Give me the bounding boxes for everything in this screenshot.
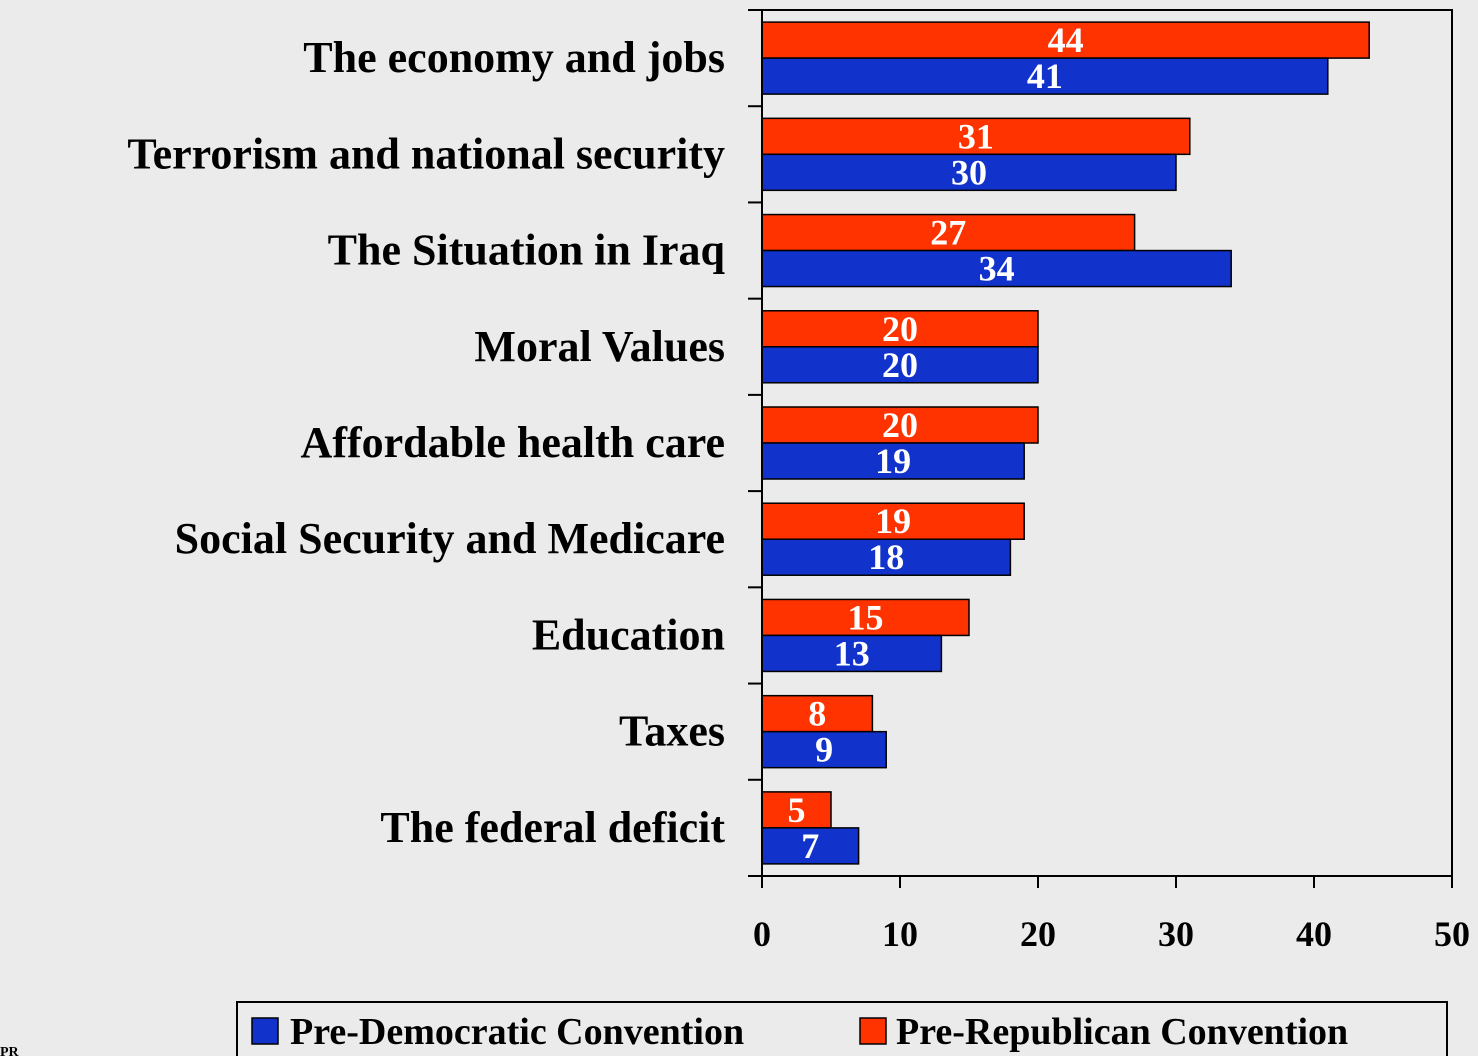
legend-entry-label: Pre-Democratic Convention xyxy=(290,1011,744,1053)
category-label: Moral Values xyxy=(474,322,725,371)
bar-value-label: 9 xyxy=(815,730,833,770)
category-label: Education xyxy=(532,610,725,659)
category-label: Taxes xyxy=(619,707,725,756)
bar-value-label: 18 xyxy=(868,537,904,577)
bar-value-label: 44 xyxy=(1048,20,1084,60)
bar-value-label: 15 xyxy=(848,597,884,637)
bar-value-label: 19 xyxy=(875,441,911,481)
bar-value-label: 7 xyxy=(801,826,819,866)
bar xyxy=(761,153,1177,192)
category-label: Affordable health care xyxy=(301,418,725,467)
legend-box xyxy=(236,1001,1448,1056)
bar xyxy=(761,57,1329,95)
bar-value-label: 27 xyxy=(930,213,966,253)
category-label: Terrorism and national security xyxy=(127,129,725,178)
x-tick-label: 0 xyxy=(753,914,771,954)
bar-value-label: 34 xyxy=(979,249,1015,289)
legend: Pre-Democratic Convention Pre-Republican … xyxy=(236,1001,1448,1056)
bar-value-label: 30 xyxy=(951,152,987,192)
bar-value-label: 5 xyxy=(788,790,806,830)
bar xyxy=(761,249,1232,288)
x-tick-label: 40 xyxy=(1296,914,1332,954)
x-tick-label: 10 xyxy=(882,914,918,954)
x-tick-label: 50 xyxy=(1434,914,1470,954)
legend-entry-label: Pre-Republican Convention xyxy=(896,1011,1348,1053)
legend-swatch xyxy=(859,1017,887,1045)
axes-group: 0 10 20 30 40 50 xyxy=(748,9,1470,954)
bar-value-label: 13 xyxy=(834,633,870,673)
x-tick-label: 30 xyxy=(1158,914,1194,954)
bar-value-label: 19 xyxy=(875,501,911,541)
bar xyxy=(761,502,1025,540)
bar xyxy=(761,634,943,673)
bars-group xyxy=(761,21,1370,865)
category-labels-group: The economy and jobs Terrorism and nation… xyxy=(127,33,725,852)
bar xyxy=(761,442,1025,480)
category-label: The economy and jobs xyxy=(303,33,725,82)
x-tick-label: 20 xyxy=(1020,914,1056,954)
bar-value-label: 20 xyxy=(882,405,918,445)
bar xyxy=(761,346,1039,384)
bar-value-label: 8 xyxy=(808,694,826,734)
bar xyxy=(761,538,1012,576)
category-label: The Situation in Iraq xyxy=(328,226,726,275)
corner-text: PR xyxy=(0,1045,20,1056)
category-label: The federal deficit xyxy=(380,803,725,852)
bar-value-label: 31 xyxy=(958,116,994,156)
bar-value-label: 41 xyxy=(1027,56,1063,96)
bar-value-label: 20 xyxy=(882,345,918,385)
plot-frame xyxy=(762,9,1453,876)
category-label: Social Security and Medicare xyxy=(175,514,725,563)
bar-value-label: 20 xyxy=(882,309,918,349)
plot-area xyxy=(762,9,1453,876)
legend-swatch xyxy=(251,1017,279,1045)
bar xyxy=(761,730,887,769)
